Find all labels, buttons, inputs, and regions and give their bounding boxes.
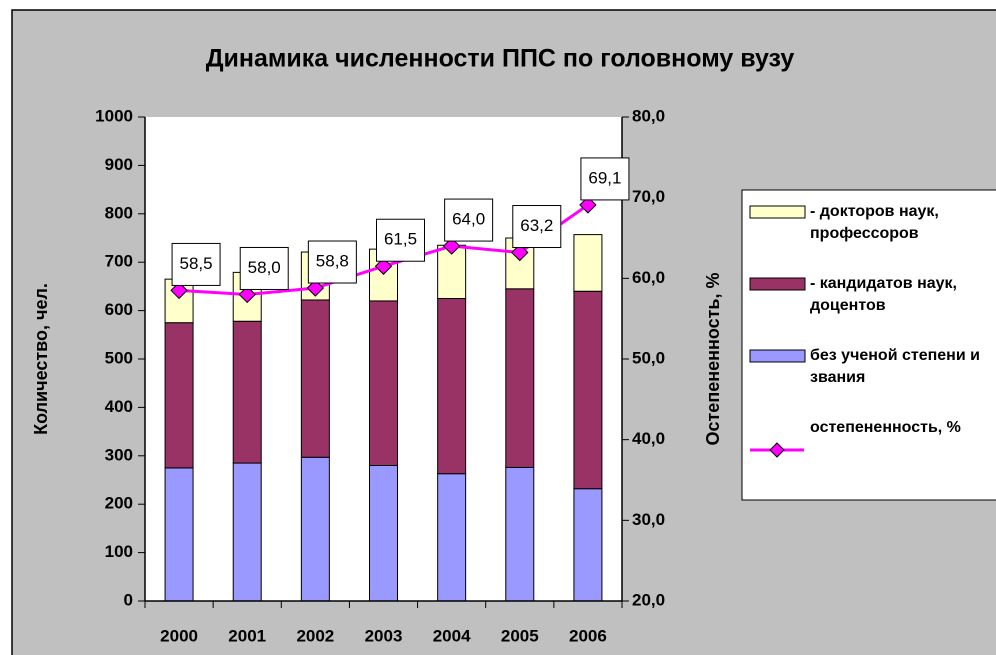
- marker: [170, 281, 188, 300]
- y2-tick-label: 60,0: [632, 268, 665, 287]
- x-tick-label: 2000: [160, 626, 198, 645]
- y-tick-label: 800: [105, 203, 133, 222]
- y2-tick-label: 80,0: [632, 106, 665, 125]
- bar-segment: [437, 298, 467, 475]
- x-tick-label: 2006: [569, 626, 607, 645]
- legend-label: - докторов наук, профессоров: [810, 203, 939, 242]
- marker: [238, 285, 256, 304]
- y-tick-label: 200: [105, 494, 133, 513]
- legend-swatch: [749, 349, 806, 363]
- data-label: 69,1: [588, 168, 621, 187]
- y-tick-label: 400: [105, 397, 133, 416]
- bar-segment: [369, 300, 398, 466]
- bar-segment: [437, 473, 467, 602]
- bar-segment: [300, 299, 330, 458]
- data-label: 64,0: [452, 210, 485, 229]
- data-label-box: [580, 157, 630, 201]
- y-tick-label: 600: [105, 300, 133, 319]
- legend-line-text: - кандидатов наук,: [810, 275, 957, 292]
- data-label: 58,0: [248, 258, 281, 277]
- y-tick-label: 0: [124, 590, 133, 609]
- bar-segment: [164, 278, 194, 324]
- x-tick-label: 2003: [365, 626, 403, 645]
- bar-segment: [505, 288, 535, 468]
- data-label: 58,8: [316, 251, 349, 270]
- y-tick-label: 100: [105, 542, 133, 561]
- y2-tick-label: 20,0: [632, 590, 665, 609]
- bar-segment: [573, 290, 603, 490]
- bar-segment: [573, 488, 603, 602]
- bar-segment: [164, 467, 194, 602]
- legend-swatch: [749, 205, 806, 219]
- legend-label: остепененность, %: [810, 419, 961, 436]
- bar-segment: [573, 234, 603, 292]
- legend: [741, 189, 996, 501]
- chart-title: Динамика численности ППС по головному ву…: [206, 45, 795, 73]
- bar-segment: [505, 466, 535, 602]
- y-tick-label: 1000: [95, 106, 133, 125]
- legend-line-text: звания: [810, 369, 865, 386]
- y2-tick-label: 70,0: [632, 187, 665, 206]
- bar-segment: [232, 462, 262, 602]
- legend-label: без ученой степени и звания: [810, 347, 980, 386]
- y2-tick-label: 40,0: [632, 429, 665, 448]
- legend-line-text: без ученой степени и: [810, 347, 980, 364]
- x-tick-label: 2002: [296, 626, 334, 645]
- legend-swatch: [749, 277, 806, 291]
- y-tick-label: 300: [105, 445, 133, 464]
- legend-line-text: профессоров: [810, 225, 919, 242]
- y2-tick-label: 50,0: [632, 348, 665, 367]
- y2-tick-label: 30,0: [632, 510, 665, 529]
- bar-segment: [232, 320, 262, 464]
- data-label-box: [171, 242, 221, 286]
- x-tick-label: 2005: [501, 626, 539, 645]
- x-tick-label: 2001: [228, 626, 266, 645]
- legend-line-text: доцентов: [810, 297, 886, 314]
- data-label-box: [376, 218, 425, 262]
- marker: [511, 243, 529, 262]
- marker: [306, 279, 325, 297]
- legend-line-text: остепененность, %: [810, 419, 961, 436]
- data-label: 61,5: [384, 230, 417, 249]
- legend-label: - кандидатов наук, доцентов: [810, 275, 957, 314]
- y-tick-label: 700: [105, 252, 133, 271]
- marker: [374, 257, 393, 275]
- data-label-box: [512, 205, 562, 249]
- data-label: 63,2: [520, 216, 553, 235]
- bar-segment: [369, 464, 398, 602]
- data-label-box: [307, 240, 357, 284]
- marker: [442, 237, 461, 255]
- legend-marker: [769, 442, 785, 458]
- data-label: 58,5: [180, 254, 213, 273]
- x-tick-label: 2004: [433, 626, 471, 645]
- bar-segment: [164, 322, 194, 469]
- bar-segment: [300, 456, 330, 602]
- y-tick-label: 900: [105, 155, 133, 174]
- y2-axis-title: Остепененность, %: [703, 272, 723, 445]
- y-axis-title: Количество, чел.: [31, 283, 51, 435]
- data-label-box: [444, 198, 494, 242]
- marker: [579, 196, 597, 214]
- y-tick-label: 500: [105, 348, 133, 367]
- legend-line-text: - докторов наук,: [810, 203, 939, 220]
- data-label-box: [239, 246, 289, 290]
